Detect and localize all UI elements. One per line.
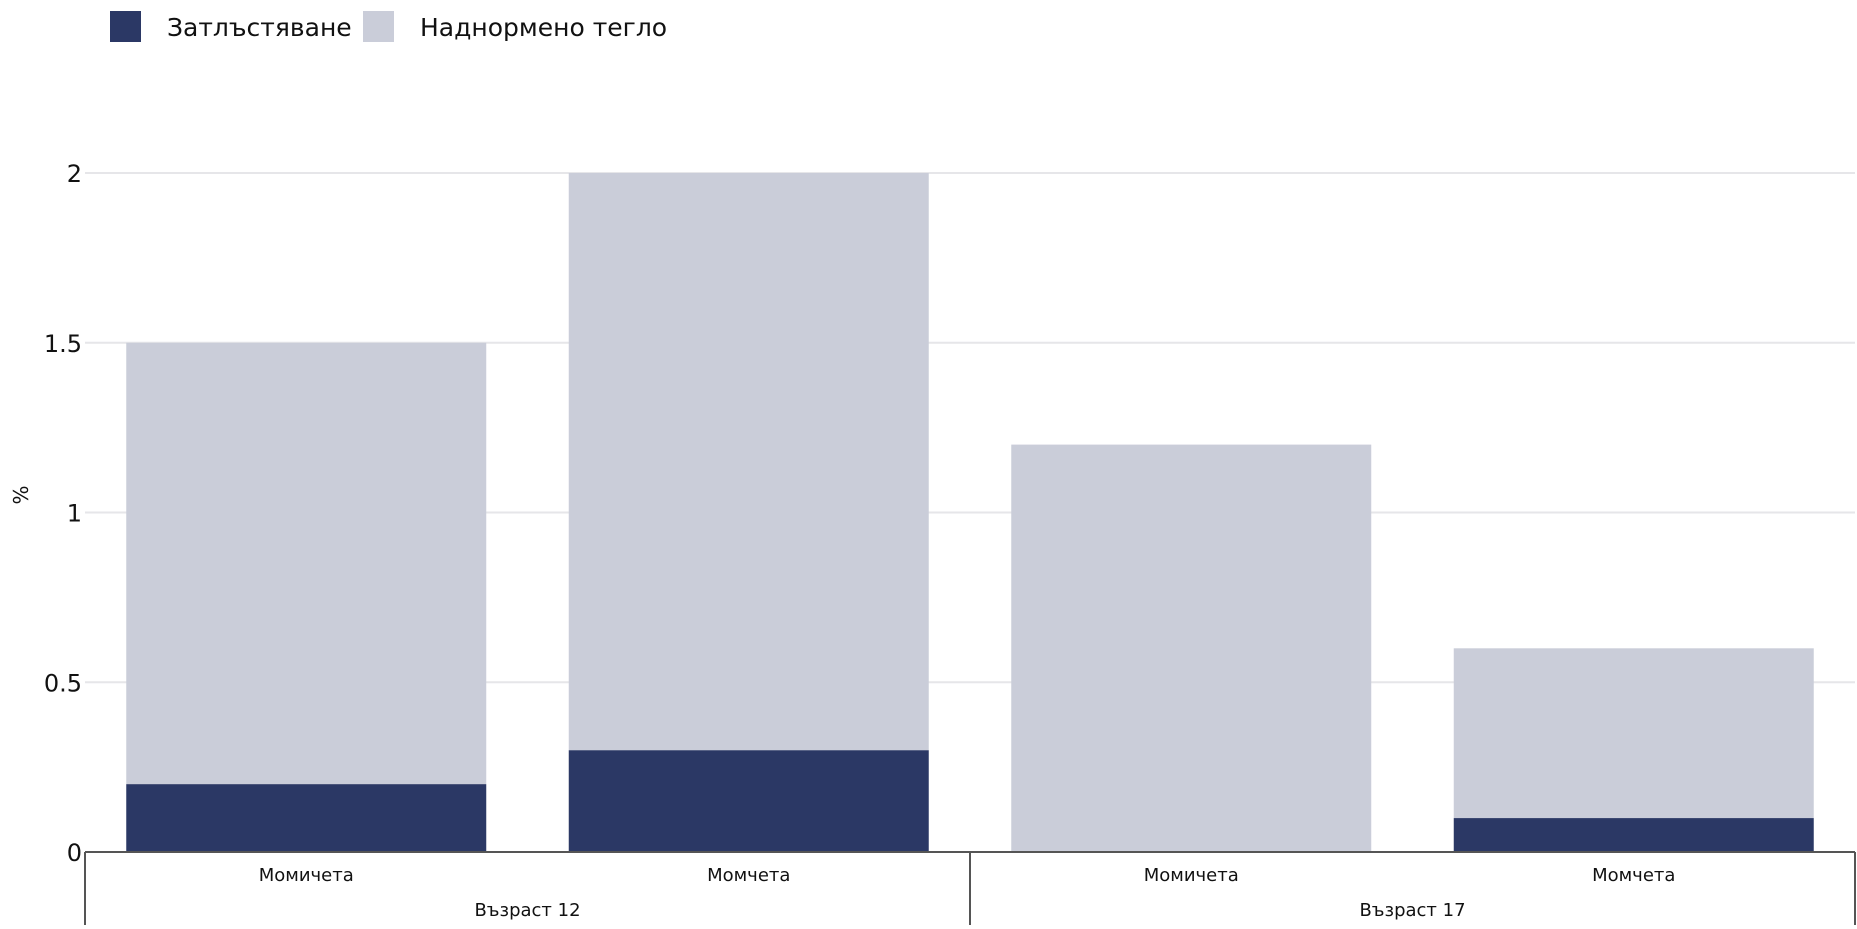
legend-label: Наднормено тегло: [420, 13, 667, 42]
bar-obesity: [568, 750, 929, 852]
bar-overweight: [126, 342, 487, 785]
legend: Затлъстяване Наднормено тегло: [110, 11, 667, 42]
bar-obesity: [1453, 818, 1814, 852]
y-axis-title: %: [9, 485, 33, 504]
x-group-label: Възраст 17: [1359, 900, 1465, 921]
x-group-label: Възраст 12: [474, 900, 580, 921]
legend-swatch: [363, 11, 394, 42]
x-category-label: Момичета: [1144, 865, 1239, 886]
y-tick-label: 1: [67, 500, 82, 528]
y-tick-label: 2: [67, 160, 82, 188]
y-tick-label: 0: [67, 839, 82, 867]
y-tick-label: 0.5: [44, 669, 82, 697]
axes: [84, 851, 1856, 925]
legend-swatch: [110, 11, 141, 42]
y-tick-labels: 0 0.5 1 1.5 2: [44, 160, 82, 867]
y-tick-label: 1.5: [44, 330, 82, 358]
x-category-labels: Момичета Момчета Възраст 12 Момичета Момчета…: [259, 865, 1676, 921]
bar-overweight: [1453, 648, 1814, 819]
x-category-label: Момчета: [1592, 865, 1675, 886]
x-category-label: Момичета: [259, 865, 354, 886]
bars: [126, 173, 1814, 852]
bar-overweight: [568, 173, 929, 751]
bar-overweight: [1011, 444, 1372, 852]
legend-label: Затлъстяване: [167, 13, 352, 42]
bar-obesity: [126, 784, 487, 852]
x-category-label: Момчета: [707, 865, 790, 886]
